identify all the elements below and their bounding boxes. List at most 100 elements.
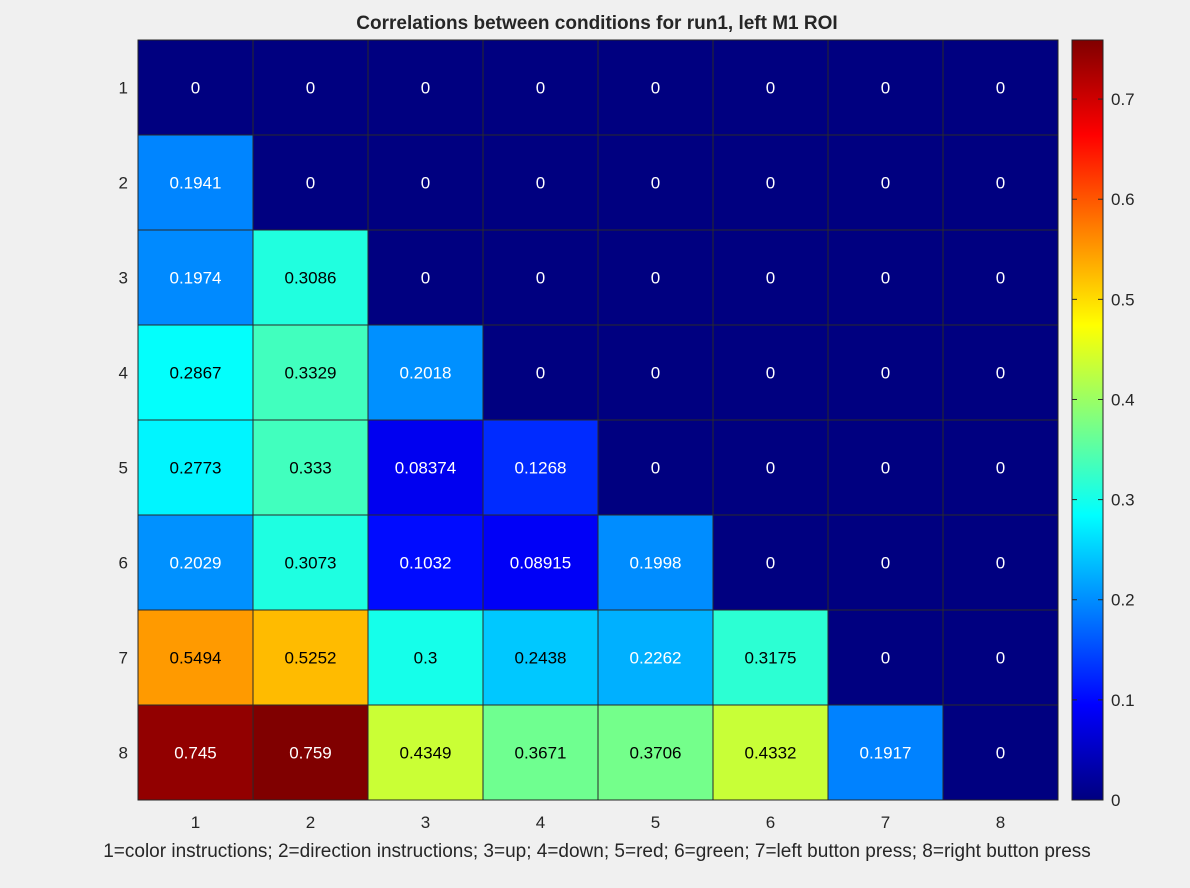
colorbar-tick-label: 0.3 (1111, 491, 1135, 510)
cell-value-label: 0 (881, 269, 890, 288)
heatmap-cell (712, 704, 829, 801)
heatmap-cell (597, 419, 714, 516)
x-tick-label: 4 (536, 813, 545, 832)
heatmap-cell (712, 134, 829, 231)
cell-value-label: 0 (996, 174, 1005, 193)
cell-value-label: 0.1974 (170, 269, 222, 288)
cell-value-label: 0 (766, 79, 775, 98)
cell-value-label: 0 (651, 459, 660, 478)
heatmap-cell (942, 704, 1059, 801)
heatmap-cell (827, 324, 944, 421)
cell-value-label: 0 (536, 364, 545, 383)
cell-value-label: 0 (651, 269, 660, 288)
y-tick-label: 8 (119, 744, 128, 763)
cell-value-label: 0 (766, 459, 775, 478)
heatmap-cell (137, 324, 254, 421)
heatmap-cell (252, 134, 369, 231)
heatmap-cell (942, 39, 1059, 136)
colorbar: 0 0.1 0.2 0.3 0.4 0.5 0.6 0.7 (1071, 39, 1135, 810)
y-tick-label: 3 (119, 269, 128, 288)
cell-value-label: 0 (996, 79, 1005, 98)
cell-value-label: 0.3086 (285, 269, 337, 288)
y-tick-label: 1 (119, 79, 128, 98)
chart-title: Correlations between conditions for run1… (356, 13, 837, 34)
heatmap-cell-labels: 0 0 0 0 0 0 0 0 0.1941 0 0 0 0 0 0 0 0.1974 0.3086 0 0 0 0 0 0 0… (170, 79, 1006, 763)
heatmap-cell (367, 704, 484, 801)
x-tick-label: 7 (881, 813, 890, 832)
heatmap-cell (482, 134, 599, 231)
cell-value-label: 0.08915 (510, 554, 571, 573)
heatmap-cell (827, 419, 944, 516)
cell-value-label: 0 (996, 554, 1005, 573)
heatmap-cell (712, 39, 829, 136)
x-tick-label: 8 (996, 813, 1005, 832)
colorbar-tick-label: 0.1 (1111, 691, 1135, 710)
heatmap-cell (597, 134, 714, 231)
y-tick-label: 2 (119, 174, 128, 193)
cell-value-label: 0.3329 (285, 364, 337, 383)
x-tick-label: 6 (766, 813, 775, 832)
heatmap-cell (942, 419, 1059, 516)
cell-value-label: 0 (881, 649, 890, 668)
colorbar-tick-label: 0.7 (1111, 90, 1135, 109)
heatmap-cell (712, 229, 829, 326)
heatmap-cell (252, 609, 369, 706)
cell-value-label: 0.4349 (400, 744, 452, 763)
y-tick-label: 4 (119, 364, 128, 383)
heatmap-cell (942, 514, 1059, 611)
cell-value-label: 0.1268 (515, 459, 567, 478)
heatmap-cell (482, 229, 599, 326)
colorbar-gradient (1071, 39, 1104, 801)
cell-value-label: 0 (651, 174, 660, 193)
cell-value-label: 0 (421, 79, 430, 98)
heatmap-cell (827, 134, 944, 231)
heatmap-cell (252, 39, 369, 136)
cell-value-label: 0 (996, 459, 1005, 478)
heatmap-cell (942, 609, 1059, 706)
cell-value-label: 0 (191, 79, 200, 98)
cell-value-label: 0.2262 (630, 649, 682, 668)
cell-value-label: 0.1032 (400, 554, 452, 573)
cell-value-label: 0.5494 (170, 649, 222, 668)
cell-value-label: 0.4332 (745, 744, 797, 763)
heatmap-cell (597, 609, 714, 706)
cell-value-label: 0 (306, 79, 315, 98)
cell-value-label: 0 (766, 554, 775, 573)
heatmap-cell (137, 39, 254, 136)
cell-value-label: 0 (536, 79, 545, 98)
heatmap-cell (482, 39, 599, 136)
heatmap-cell (137, 609, 254, 706)
cell-value-label: 0 (306, 174, 315, 193)
x-tick-label: 3 (421, 813, 430, 832)
heatmap-cell (597, 229, 714, 326)
cell-value-label: 0 (881, 174, 890, 193)
heatmap-cell (367, 324, 484, 421)
cell-value-label: 0 (996, 744, 1005, 763)
cell-value-label: 0.3 (414, 649, 438, 668)
colorbar-tick-label: 0.4 (1111, 390, 1135, 409)
heatmap-cell (137, 229, 254, 326)
cell-value-label: 0.08374 (395, 459, 456, 478)
cell-value-label: 0.2773 (170, 459, 222, 478)
cell-value-label: 0 (881, 79, 890, 98)
heatmap-cell (827, 609, 944, 706)
heatmap-cell (827, 229, 944, 326)
cell-value-label: 0 (421, 174, 430, 193)
cell-value-label: 0 (881, 459, 890, 478)
cell-value-label: 0 (766, 364, 775, 383)
cell-value-label: 0 (766, 174, 775, 193)
heatmap-cell (597, 324, 714, 421)
x-tick-labels: 1 2 3 4 5 6 7 8 (191, 813, 1005, 832)
heatmap-cell (367, 419, 484, 516)
cell-value-label: 0.333 (289, 459, 332, 478)
y-tick-labels: 1 2 3 4 5 6 7 8 (119, 79, 128, 763)
heatmap-cell (252, 229, 369, 326)
cell-value-label: 0.2018 (400, 364, 452, 383)
cell-value-label: 0 (996, 364, 1005, 383)
y-tick-label: 5 (119, 459, 128, 478)
cell-value-label: 0.3671 (515, 744, 567, 763)
cell-value-label: 0.759 (289, 744, 332, 763)
cell-value-label: 0.2438 (515, 649, 567, 668)
heatmap-cell (597, 514, 714, 611)
